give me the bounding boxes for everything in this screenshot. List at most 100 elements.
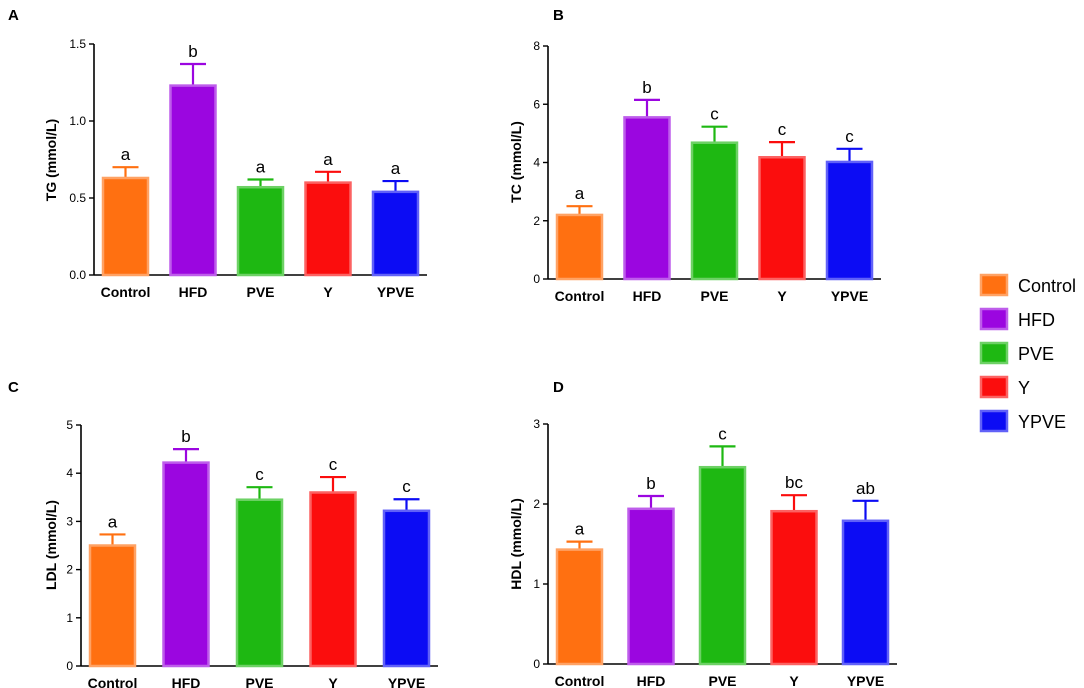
significance-label: a [256,158,266,177]
y-tick-label: 2 [533,497,540,511]
y-tick-label: 0.0 [69,268,86,282]
significance-label: c [255,465,264,484]
x-tick-label: Y [777,288,787,304]
bar-hfd [623,116,671,281]
y-tick-label: 1 [533,577,540,591]
bar-control [88,544,137,668]
significance-label: a [121,145,131,164]
bar-ypve [371,190,420,277]
legend-swatch [979,375,1009,399]
bar-y [309,491,357,668]
bar-hfd [627,507,675,666]
significance-label: a [323,150,333,169]
panel-c: C LDL (mmol/L) 0 1 2 3 4 5 a Control b HFD c PVE c Yc YP… [8,379,438,688]
x-tick-label: HFD [179,284,208,300]
y-tick-label: 0 [66,659,73,673]
bar-control [555,548,604,666]
bar-pve [235,498,284,668]
legend-item-hfd: HFD [979,307,1055,331]
significance-label: b [642,78,651,97]
x-tick-label: PVE [245,675,273,688]
bar-hfd [169,84,217,277]
significance-label: b [181,427,190,446]
legend-item-ypve: YPVE [979,409,1066,433]
significance-label: c [718,424,727,443]
panel-letter: A [8,7,19,24]
bar-pve [698,465,747,666]
significance-label: b [188,42,197,61]
y-tick-label: 3 [66,514,73,528]
bar-ypve [841,519,890,666]
significance-label: c [778,120,787,139]
y-tick-label: 1 [66,611,73,625]
bar-y [758,156,806,281]
y-tick-label: 3 [533,417,540,431]
y-tick-label: 0 [533,657,540,671]
bar-hfd [162,461,210,668]
y-tick-label: 1.0 [69,114,86,128]
x-tick-label: YPVE [388,675,425,688]
x-tick-label: PVE [246,284,274,300]
bar-ypve [825,160,874,281]
x-tick-label: YPVE [847,673,884,688]
y-tick-label: 2 [66,563,73,577]
x-tick-label: Y [789,673,799,688]
x-tick-label: PVE [708,673,736,688]
significance-label: bc [785,473,803,492]
x-tick-label: Y [328,675,338,688]
legend-label: PVE [1018,344,1054,364]
bar-pve [236,185,285,277]
significance-label: c [845,127,854,146]
x-tick-label: Control [555,288,605,304]
bar-control [555,213,604,281]
x-tick-label: HFD [172,675,201,688]
panel-letter: D [553,379,564,396]
y-axis-label: TC (mmol/L) [508,121,524,203]
significance-label: a [575,184,585,203]
legend-item-y: Y [979,375,1030,399]
x-tick-label: Control [555,673,605,688]
bar-y [770,509,818,666]
legend-item-pve: PVE [979,341,1054,365]
y-tick-label: 4 [533,156,540,170]
x-tick-label: PVE [700,288,728,304]
y-axis-label: HDL (mmol/L) [508,498,524,590]
significance-label: c [710,105,719,124]
bar-control [101,176,150,277]
y-tick-label: 0.5 [69,191,86,205]
y-tick-label: 6 [533,97,540,111]
x-tick-label: HFD [633,288,662,304]
panel-d: D HDL (mmol/L) 0 1 2 3 a Control b HFD c PVE bc Yab YP… [508,379,897,688]
y-axis-label: TG (mmol/L) [43,119,59,201]
significance-label: a [391,159,401,178]
x-tick-label: Y [323,284,333,300]
y-axis-label: LDL (mmol/L) [43,500,59,590]
x-tick-label: HFD [637,673,666,688]
significance-label: a [108,512,118,531]
legend-label: HFD [1018,310,1055,330]
panel-letter: C [8,379,19,396]
x-tick-label: YPVE [377,284,414,300]
x-tick-label: Control [88,675,138,688]
y-tick-label: 2 [533,214,540,228]
panel-b: B TC (mmol/L) 0 2 4 6 8 a Control b HFD c PVE c Yc YPVE [508,7,881,304]
y-tick-label: 0 [533,272,540,286]
x-tick-label: YPVE [831,288,868,304]
significance-label: a [575,520,585,539]
legend-label: Y [1018,378,1030,398]
y-tick-label: 1.5 [69,37,86,51]
y-tick-label: 8 [533,39,540,53]
significance-label: b [646,474,655,493]
legend-item-control: Control [979,273,1076,297]
y-tick-label: 4 [66,466,73,480]
legend-swatch [979,409,1009,433]
bar-ypve [382,509,431,668]
significance-label: c [329,455,338,474]
legend-swatch [979,307,1009,331]
significance-label: ab [856,479,875,498]
y-tick-label: 5 [66,418,73,432]
bar-y [304,181,352,277]
legend: Control HFD PVE Y YPVE [979,273,1076,433]
legend-label: YPVE [1018,412,1066,432]
